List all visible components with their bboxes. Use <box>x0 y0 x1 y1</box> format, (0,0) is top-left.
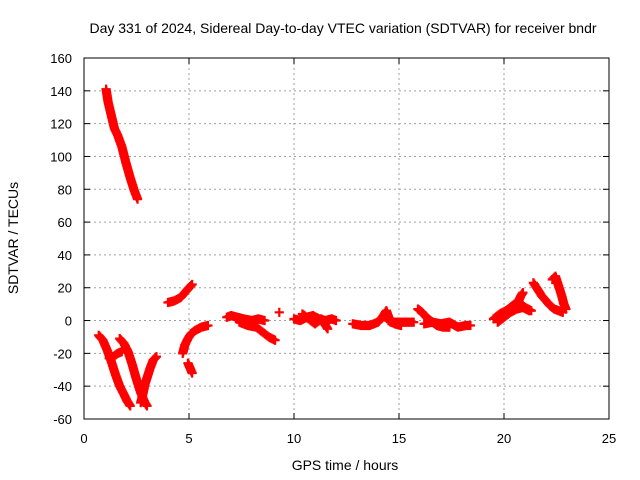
data-point <box>151 352 162 362</box>
y-tick-label: 140 <box>50 84 72 99</box>
y-tick-label: 0 <box>65 314 72 329</box>
data-point <box>465 320 475 331</box>
y-tick-label: 100 <box>50 149 72 164</box>
y-tick-label: 120 <box>50 117 72 132</box>
data-point <box>524 306 534 316</box>
tick-labels: 0 5 10 15 20 25 -60 -40 -20 0 20 40 60 80 100 120 140 160 <box>50 51 616 446</box>
chart-title: Day 331 of 2024, Sidereal Day-to-day VTE… <box>89 20 596 36</box>
y-tick-label: -60 <box>53 412 72 427</box>
data-point <box>274 307 284 317</box>
x-tick-label: 10 <box>287 431 301 446</box>
plot-frame <box>83 57 610 420</box>
axis-ticks <box>83 57 610 420</box>
x-tick-label: 20 <box>497 431 511 446</box>
data-point <box>323 324 333 334</box>
data-point <box>331 315 341 326</box>
y-tick-label: 40 <box>58 248 72 263</box>
data-point <box>187 368 197 378</box>
data-point <box>132 194 143 204</box>
data-point <box>561 304 571 314</box>
y-tick-label: -20 <box>53 346 72 361</box>
y-tick-label: 60 <box>58 215 72 230</box>
data-point <box>125 401 135 411</box>
data-point <box>518 288 528 298</box>
y-tick-label: -40 <box>53 379 72 394</box>
x-tick-label: 15 <box>392 431 406 446</box>
data-point <box>187 279 197 290</box>
data-point <box>270 335 280 345</box>
grid-lines <box>84 58 609 419</box>
data-points <box>94 84 571 411</box>
x-tick-label: 0 <box>80 431 87 446</box>
data-point <box>409 317 419 327</box>
y-tick-label: 160 <box>50 51 72 66</box>
data-point <box>142 401 152 411</box>
x-tick-label: 5 <box>185 431 192 446</box>
data-point <box>260 315 270 326</box>
y-axis-title: SDTVAR / TECUs <box>5 182 21 294</box>
x-axis-title: GPS time / hours <box>292 457 399 473</box>
data-point <box>396 320 406 331</box>
y-tick-label: 20 <box>58 281 72 296</box>
data-point <box>203 320 213 331</box>
x-tick-label: 25 <box>602 431 616 446</box>
y-tick-label: 80 <box>58 182 72 197</box>
